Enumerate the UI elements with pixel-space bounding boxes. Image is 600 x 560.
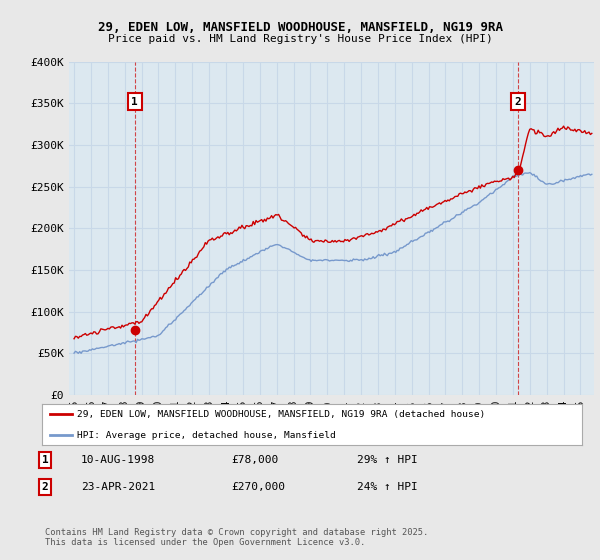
Text: 1: 1 <box>131 96 138 106</box>
Text: 23-APR-2021: 23-APR-2021 <box>81 482 155 492</box>
Text: £270,000: £270,000 <box>231 482 285 492</box>
Text: 24% ↑ HPI: 24% ↑ HPI <box>357 482 418 492</box>
Text: 2: 2 <box>515 96 521 106</box>
Text: 10-AUG-1998: 10-AUG-1998 <box>81 455 155 465</box>
Text: 29% ↑ HPI: 29% ↑ HPI <box>357 455 418 465</box>
Text: 2: 2 <box>41 482 49 492</box>
Text: Contains HM Land Registry data © Crown copyright and database right 2025.
This d: Contains HM Land Registry data © Crown c… <box>45 528 428 547</box>
Text: 1: 1 <box>41 455 49 465</box>
Text: Price paid vs. HM Land Registry's House Price Index (HPI): Price paid vs. HM Land Registry's House … <box>107 34 493 44</box>
Text: 29, EDEN LOW, MANSFIELD WOODHOUSE, MANSFIELD, NG19 9RA (detached house): 29, EDEN LOW, MANSFIELD WOODHOUSE, MANSF… <box>77 410 485 419</box>
Text: HPI: Average price, detached house, Mansfield: HPI: Average price, detached house, Mans… <box>77 431 336 440</box>
Text: 29, EDEN LOW, MANSFIELD WOODHOUSE, MANSFIELD, NG19 9RA: 29, EDEN LOW, MANSFIELD WOODHOUSE, MANSF… <box>97 21 503 34</box>
Text: £78,000: £78,000 <box>231 455 278 465</box>
